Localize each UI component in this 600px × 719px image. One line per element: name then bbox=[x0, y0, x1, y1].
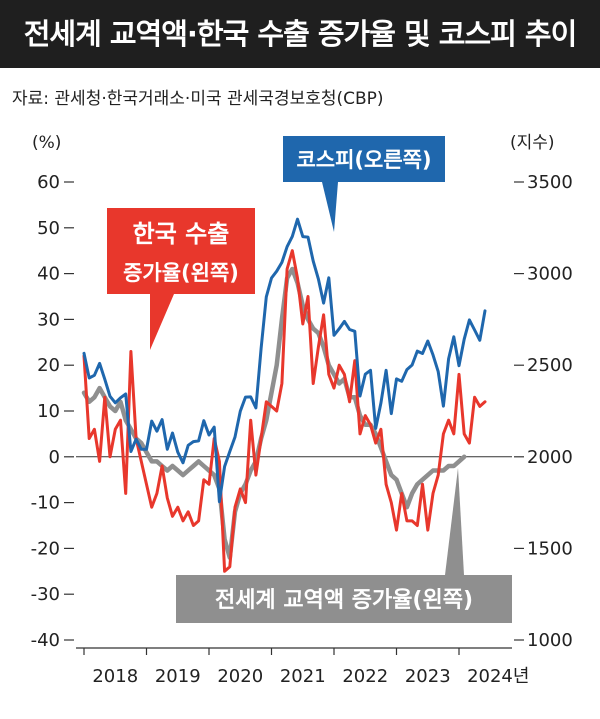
left-tick-label: -20 bbox=[31, 538, 60, 559]
legend-kospi-pointer bbox=[322, 182, 338, 232]
left-tick-label: -40 bbox=[31, 630, 60, 651]
source-note: 자료: 관세청·한국거래소·미국 관세국경보호청(CBP) bbox=[12, 89, 384, 109]
x-tick-label: 2024년 bbox=[467, 666, 529, 687]
legend-export-growth-text-line1: 한국 수출 bbox=[133, 220, 230, 248]
left-tick-label: 40 bbox=[37, 264, 60, 285]
x-tick-label: 2019 bbox=[155, 666, 201, 687]
legend-world-trade-growth-pointer bbox=[445, 468, 464, 575]
right-tick-label: 1000 bbox=[527, 630, 573, 651]
x-tick-label: 2018 bbox=[92, 666, 138, 687]
right-tick-label: 1500 bbox=[527, 538, 573, 559]
x-tick-label: 2022 bbox=[342, 666, 388, 687]
x-tick-label: 2021 bbox=[280, 666, 326, 687]
legend-export-growth-box bbox=[107, 208, 255, 294]
legend-export-growth-pointer bbox=[150, 294, 174, 350]
left-tick-label: -30 bbox=[31, 584, 60, 605]
series-line-world-trade-growth bbox=[81, 266, 467, 560]
left-tick-label: 0 bbox=[49, 447, 60, 468]
right-tick-label: 3500 bbox=[527, 172, 573, 193]
left-tick-label: -10 bbox=[31, 493, 60, 514]
x-tick-label: 2020 bbox=[217, 666, 263, 687]
right-axis-unit: (지수) bbox=[510, 133, 555, 153]
legend-export-growth-text-line2: 증가율(왼쪽) bbox=[123, 261, 239, 285]
legend-world-trade-growth-text: 전세계 교역액 증가율(왼쪽) bbox=[215, 588, 473, 613]
left-tick-label: 30 bbox=[37, 309, 60, 330]
left-tick-label: 50 bbox=[37, 218, 60, 239]
left-tick-label: 10 bbox=[37, 401, 60, 422]
page-title: 전세계 교역액·한국 수출 증가율 및 코스피 추이 bbox=[23, 17, 578, 51]
series-line-export-growth bbox=[82, 249, 487, 573]
left-axis-unit: (%) bbox=[32, 133, 61, 153]
right-tick-label: 3000 bbox=[527, 264, 573, 285]
left-tick-label: 20 bbox=[37, 355, 60, 376]
title-banner bbox=[0, 0, 600, 68]
legend-kospi-text: 코스피(오른쪽) bbox=[296, 148, 431, 172]
x-tick-label: 2023 bbox=[405, 666, 451, 687]
left-tick-label: 60 bbox=[37, 172, 60, 193]
right-tick-label: 2500 bbox=[527, 355, 573, 376]
legend-kospi-box bbox=[283, 136, 445, 182]
right-tick-label: 2000 bbox=[527, 447, 573, 468]
series-line-kospi bbox=[82, 217, 487, 504]
legend-world-trade-growth-box bbox=[176, 575, 512, 623]
